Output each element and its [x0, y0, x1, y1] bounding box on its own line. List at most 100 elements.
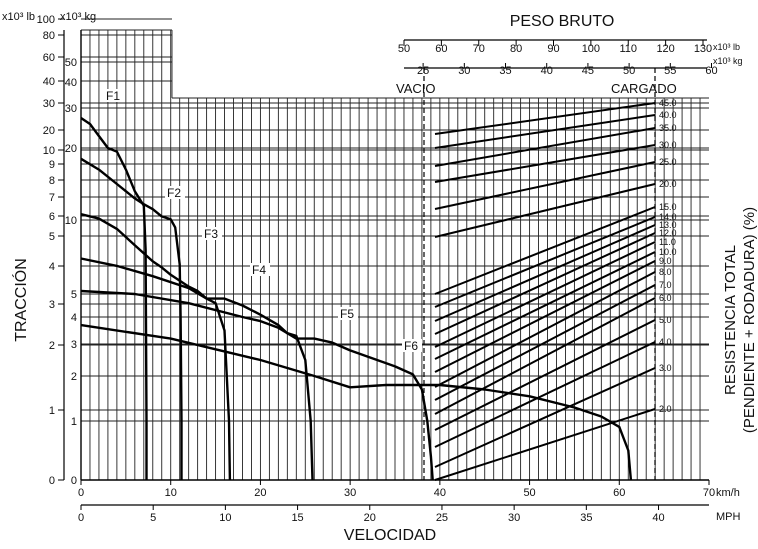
series-label-bg	[202, 227, 222, 240]
series-label-bg	[165, 186, 185, 199]
grade-label: 14.0	[659, 212, 677, 222]
grade-line	[434, 127, 656, 167]
series-label-bg	[250, 263, 270, 276]
grade-line	[434, 260, 656, 373]
gross-kg-tick-label: 35	[499, 65, 511, 77]
y-lb-tick-label: 9	[49, 159, 55, 171]
loaded-label: CARGADO	[611, 81, 677, 96]
unit-kg-label: x10³ kg	[60, 11, 96, 23]
y-lb-tick-label: 6	[49, 211, 55, 223]
y-lb-tick-label: 2	[49, 340, 55, 352]
y-lb-tick-label: 5	[49, 231, 55, 243]
rimpull-curve-f3	[80, 213, 232, 481]
grade-label: 20.0	[659, 179, 677, 189]
grade-line	[434, 102, 656, 135]
y-lb-tick-label: 100	[37, 14, 55, 26]
gross-weight-scale: 50 60 70 80 90 100 110 120 130 25 30 35 40 45 50 55 60	[398, 39, 718, 480]
axes: 0123456789102030406080100012345102030405…	[37, 14, 715, 524]
grade-label: 7.0	[659, 280, 672, 290]
gross-kg-tick-label: 25	[417, 65, 429, 77]
y-kg-tick-label: 5	[71, 289, 77, 301]
x-kmh-tick-label: 70	[703, 487, 715, 499]
rimpull-curve-f4	[80, 257, 314, 481]
grade-line	[434, 408, 656, 481]
y-kg-tick-label: 30	[65, 103, 77, 115]
gross-kg-tick-label: 30	[458, 65, 470, 77]
y-axis-title: TRACCIÓN	[11, 258, 30, 342]
y-lb-tick-label: 40	[43, 76, 55, 88]
y-lb-tick-label: 80	[43, 30, 55, 42]
top-lb-unit: x10³ lb	[713, 42, 740, 52]
y-kg-tick-label: 3	[71, 339, 77, 351]
grade-label: 10.0	[659, 247, 677, 257]
y-lb-tick-label: 20	[43, 125, 55, 137]
series-label-bg	[104, 89, 124, 102]
grade-label: 45.0	[659, 98, 677, 108]
unit-lb-label: x10³ lb	[2, 11, 35, 23]
x-mph-tick-label: 0	[78, 512, 84, 524]
grade-label: 12.0	[659, 228, 677, 238]
grade-label: 5.0	[659, 315, 672, 325]
grade-label: 9.0	[659, 256, 672, 266]
rimpull-curves: F1 F2 F3 F4 F5 F6	[80, 89, 633, 481]
y-kg-tick-label: 0	[71, 475, 77, 487]
grade-line	[434, 319, 656, 431]
y-kg-tick-label: 40	[65, 77, 77, 89]
rimpull-curve-f1	[80, 117, 148, 480]
x-kmh-tick-label: 30	[344, 487, 356, 499]
x-mph-tick-label: 35	[580, 512, 592, 524]
y-lb-tick-label: 1	[49, 405, 55, 417]
gross-lb-tick-label: 90	[547, 43, 559, 55]
y-kg-tick-label: 10	[65, 215, 77, 227]
series-label-f1: F1	[106, 89, 120, 103]
y-lb-tick-label: 10	[43, 145, 55, 157]
series-label-f2: F2	[167, 186, 181, 200]
gross-lb-tick-label: 120	[656, 43, 674, 55]
x-unit-kmh: km/h	[716, 487, 740, 499]
grade-line	[434, 367, 656, 468]
grade-label: 40.0	[659, 110, 677, 120]
x-mph-tick-label: 10	[219, 512, 231, 524]
x-mph-tick-label: 5	[150, 512, 156, 524]
series-label-f3: F3	[204, 227, 218, 241]
gross-lb-tick-label: 80	[510, 43, 522, 55]
y-kg-tick-label: 50	[65, 57, 77, 69]
x-unit-mph: MPH	[716, 511, 741, 523]
y-lb-tick-label: 3	[49, 299, 55, 311]
series-label-f5: F5	[340, 307, 354, 321]
rimpull-curve-f6	[80, 323, 633, 481]
gross-lb-tick-label: 110	[619, 43, 637, 55]
grade-label: 30.0	[659, 140, 677, 150]
grade-label: 13.0	[659, 220, 677, 230]
grade-lines: 2.0 3.0 4.0 5.0 6.0 7.0 8.09.010.011.012.013.0…	[434, 98, 677, 481]
x-mph-tick-label: 30	[508, 512, 520, 524]
y-kg-tick-label: 4	[71, 312, 77, 324]
gross-kg-tick-label: 50	[623, 65, 635, 77]
grade-line	[434, 297, 656, 415]
x-kmh-tick-label: 50	[523, 487, 535, 499]
grade-label: 4.0	[659, 337, 672, 347]
rimpull-curve-f2	[80, 157, 183, 480]
grade-line	[434, 241, 656, 348]
grade-line	[434, 144, 656, 183]
y-lb-tick-label: 8	[49, 175, 55, 187]
grid	[81, 18, 709, 480]
top-axis-title: PESO BRUTO	[510, 13, 615, 30]
x-kmh-tick-label: 40	[434, 487, 446, 499]
y-kg-tick-label: 20	[65, 143, 77, 155]
grade-label: 11.0	[659, 237, 676, 247]
y-lb-tick-label: 30	[43, 98, 55, 110]
gross-lb-tick-label: 70	[473, 43, 485, 55]
grade-line	[434, 114, 656, 149]
x-kmh-tick-label: 60	[613, 487, 625, 499]
grade-label: 2.0	[659, 404, 672, 414]
gross-lb-tick-label: 130	[694, 43, 712, 55]
y-lb-tick-label: 0	[49, 475, 55, 487]
grade-label: 35.0	[659, 123, 677, 133]
gross-lb-tick-label: 50	[398, 43, 410, 55]
series-label-bg	[402, 339, 422, 352]
y-lb-tick-label: 60	[43, 52, 55, 64]
series-label-f4: F4	[252, 263, 266, 277]
x-mph-tick-label: 25	[436, 512, 448, 524]
